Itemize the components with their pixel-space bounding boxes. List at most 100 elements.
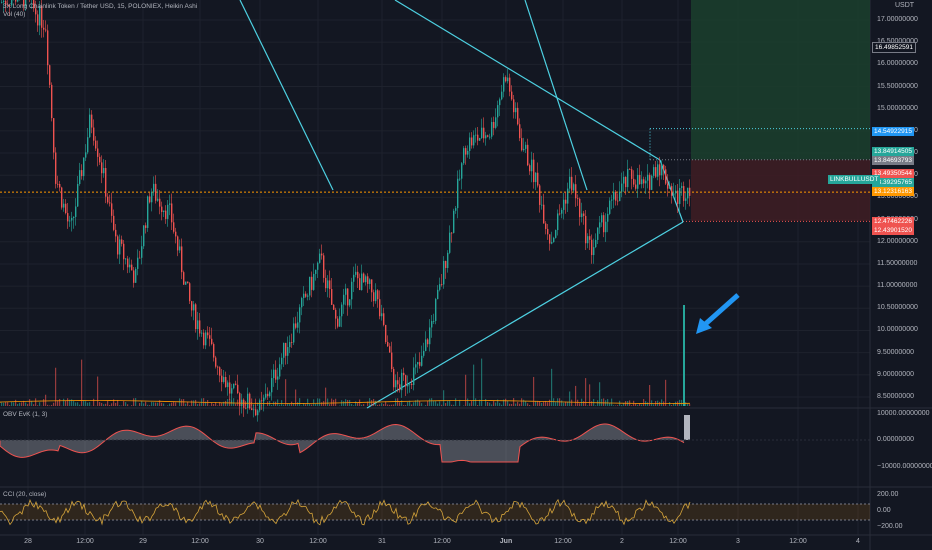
volume-bar (47, 404, 49, 406)
arrow-annotation (700, 293, 740, 329)
candle-body (5, 0, 7, 5)
candle-body (319, 253, 321, 263)
candle-body (217, 366, 219, 368)
volume-bar (525, 401, 527, 406)
candle-body (657, 164, 659, 177)
volume-bar (631, 405, 633, 406)
candle-body (439, 284, 441, 290)
time-tick: 12:00 (309, 538, 327, 545)
candle-body (233, 383, 235, 389)
obv-tick: −10000.00000000 (877, 463, 932, 470)
volume-bar (255, 405, 257, 406)
candle-body (153, 183, 155, 192)
volume-bar (295, 389, 297, 406)
volume-bar (97, 376, 99, 406)
volume-bar (377, 404, 379, 406)
volume-bar (217, 405, 219, 406)
candle-body (87, 137, 89, 153)
candle-body (301, 298, 303, 308)
volume-bar (437, 403, 439, 406)
volume-bar (681, 399, 683, 406)
volume-bar (419, 400, 421, 406)
volume-bar (159, 400, 161, 406)
candle-body (399, 384, 401, 391)
candle-body (651, 175, 653, 190)
candle-body (353, 274, 355, 282)
volume-bar (307, 398, 309, 406)
volume-bar (675, 401, 677, 406)
candle-body (573, 184, 575, 191)
volume-bar (459, 399, 461, 406)
volume-bar (383, 404, 385, 406)
volume-bar (195, 399, 197, 406)
volume-bar (321, 402, 323, 406)
candle-body (347, 288, 349, 306)
volume-bar (589, 384, 591, 406)
volume-bar (549, 399, 551, 406)
candle-body (491, 122, 493, 137)
obv-tick: 0.00000000 (877, 436, 914, 443)
volume-bar (401, 400, 403, 406)
candle-body (119, 239, 121, 255)
candle-body (127, 258, 129, 268)
candle-body (545, 223, 547, 229)
candle-body (97, 148, 99, 157)
volume-bar (285, 379, 287, 406)
candle-body (329, 280, 331, 289)
candle-body (101, 162, 103, 174)
candle-body (169, 203, 171, 205)
volume-bar (563, 402, 565, 406)
volume-bar (451, 404, 453, 406)
candle-body (485, 135, 487, 139)
volume-bar (43, 399, 45, 406)
candle-body (333, 304, 335, 310)
volume-bar (135, 398, 137, 406)
price-tag: 13.49350544 (872, 169, 914, 178)
candle-body (257, 410, 259, 416)
candle-body (561, 209, 563, 214)
candle-body (177, 236, 179, 251)
candle-body (631, 169, 633, 179)
candle-body (53, 118, 55, 153)
candle-body (309, 276, 311, 296)
volume-bar (161, 402, 163, 406)
volume-bar (671, 405, 673, 406)
volume-bar (515, 403, 517, 406)
candle-body (429, 327, 431, 345)
candle-body (7, 4, 9, 6)
candle-body (629, 168, 631, 170)
volume-bar (399, 402, 401, 406)
candle-body (291, 342, 293, 343)
volume-bar (545, 400, 547, 406)
volume-bar (123, 401, 125, 406)
candle-body (637, 174, 639, 189)
candle-body (315, 269, 317, 274)
candle-body (451, 232, 453, 234)
candle-body (563, 199, 565, 210)
volume-bar (473, 364, 475, 406)
volume-bar (429, 398, 431, 406)
candle-body (525, 144, 527, 149)
volume-bar (107, 401, 109, 406)
volume-bar (145, 401, 147, 406)
candle-body (51, 84, 53, 119)
candle-body (413, 367, 415, 385)
candle-body (679, 187, 681, 204)
volume-bar (567, 401, 569, 406)
volume-bar (101, 402, 103, 406)
candle-body (611, 199, 613, 201)
candle-body (547, 228, 549, 235)
time-tick: 12:00 (191, 538, 209, 545)
volume-bar (445, 403, 447, 406)
arrow-head (696, 318, 712, 334)
candle-body (551, 242, 553, 244)
volume-bar (687, 403, 689, 406)
volume-bar (173, 401, 175, 406)
candle-body (649, 174, 651, 190)
candle-body (65, 203, 67, 214)
volume-bar (635, 403, 637, 406)
volume-bar (351, 403, 353, 406)
volume-bar (149, 405, 151, 406)
candle-body (1, 2, 3, 3)
